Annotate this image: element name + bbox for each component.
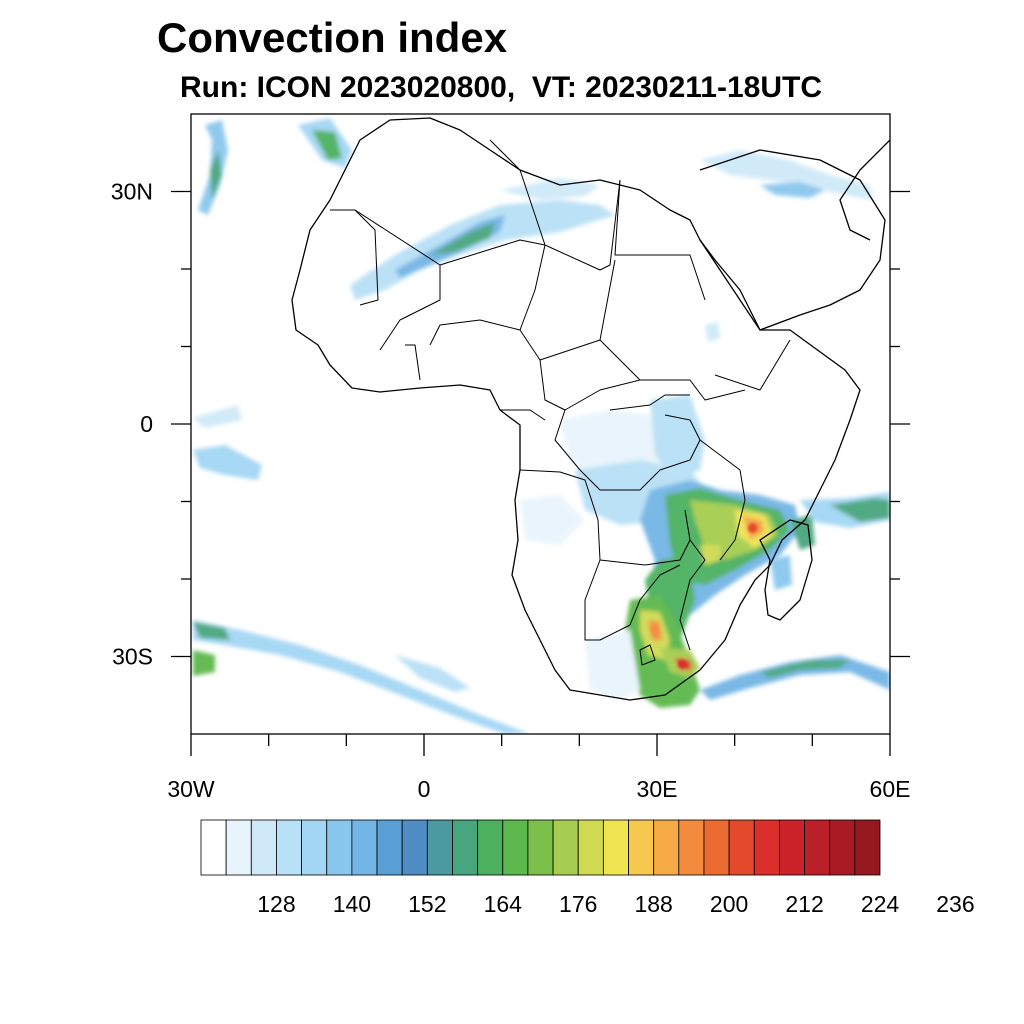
colorbar-label: 128	[257, 891, 295, 917]
colorbar-box	[250, 819, 277, 876]
colorbar-box	[326, 819, 353, 876]
colorbar-box	[829, 819, 856, 876]
colorbar-label: 176	[559, 891, 597, 917]
colorbar-box	[678, 819, 705, 876]
lat-tick-label: 30N	[111, 179, 153, 205]
colorbar-box	[628, 819, 655, 876]
colorbar-label: 152	[408, 891, 446, 917]
map-title: Convection index	[157, 14, 508, 61]
colorbar-box	[779, 819, 805, 876]
colorbar-label: 236	[936, 891, 974, 917]
colorbar-box	[502, 819, 529, 876]
colorbar-label: 164	[484, 891, 523, 917]
colorbar-box	[276, 819, 302, 876]
colorbar-box	[602, 819, 629, 876]
colorbar-box	[401, 819, 428, 876]
map-subtitle: Run: ICON 2023020800, VT: 20230211-18UTC	[180, 71, 822, 104]
colorbar-box	[426, 819, 453, 876]
colorbar-box	[452, 819, 479, 876]
colorbar-box	[653, 819, 680, 876]
coastlines	[291, 117, 890, 701]
colorbar-box	[477, 819, 504, 876]
colorbar-label: 212	[785, 891, 823, 917]
colorbar-label: 200	[710, 891, 748, 917]
colorbar-label: 224	[861, 891, 900, 917]
colorbar-box	[804, 819, 831, 876]
lon-tick-label: 30E	[637, 776, 678, 802]
colorbar-label: 188	[634, 891, 672, 917]
colorbar-box	[200, 819, 227, 876]
lon-tick-label: 30W	[167, 776, 215, 802]
colorbar-box	[376, 819, 403, 876]
colorbar-box	[753, 819, 780, 876]
lat-tick-label: 30S	[112, 644, 153, 670]
colorbar-box	[854, 819, 881, 876]
colorbar-box	[552, 819, 579, 876]
colorbar-box	[527, 819, 554, 876]
lon-tick-label: 0	[418, 776, 431, 802]
lon-tick-label: 60E	[870, 776, 911, 802]
colorbar-label: 140	[333, 891, 371, 917]
colorbar-box	[577, 819, 604, 876]
colorbar-box	[301, 819, 328, 876]
colorbar-box	[351, 819, 378, 876]
convection-field	[193, 118, 890, 734]
colorbar-box	[225, 819, 252, 876]
axis-ticks: 30N 0 30S 30W 0 30E 60E	[111, 179, 911, 803]
lat-tick-label: 0	[140, 411, 153, 437]
colorbar-box	[703, 819, 730, 876]
colorbar-box	[728, 819, 755, 876]
country-borders	[330, 139, 791, 666]
